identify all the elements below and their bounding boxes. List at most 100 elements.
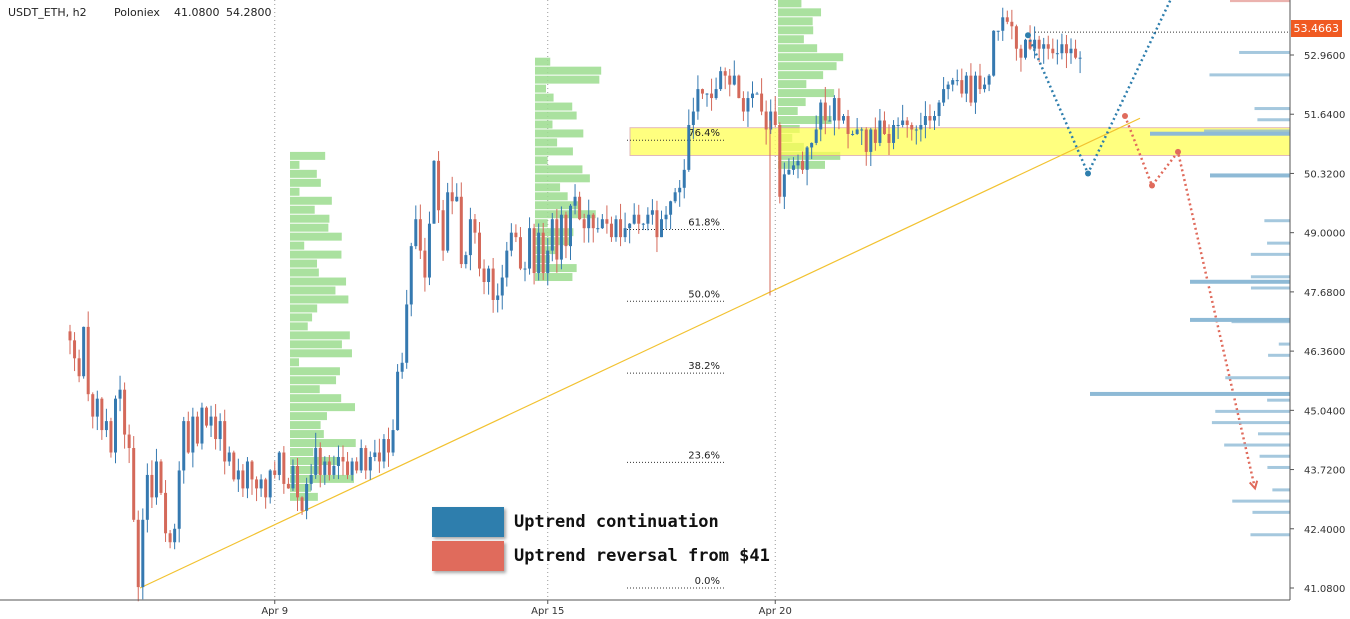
volume-bar <box>290 151 326 160</box>
candle-body <box>205 407 208 426</box>
volume-bar <box>290 259 318 268</box>
candle-body <box>1069 48 1073 54</box>
candle-body <box>951 80 955 85</box>
order-book-bar <box>1264 219 1290 223</box>
candle-body <box>268 470 272 498</box>
candle-body <box>318 448 322 475</box>
candle-body <box>182 421 186 471</box>
candle-body <box>664 214 668 220</box>
candle-body <box>346 461 350 475</box>
legend-continuation: Uptrend continuation <box>432 507 719 537</box>
volume-bar <box>535 102 573 111</box>
current-price-badge: 53.4663 <box>1290 20 1342 37</box>
volume-bar <box>290 394 342 403</box>
x-tick-label: Apr 15 <box>531 606 564 617</box>
candle-body <box>760 93 764 112</box>
candle-body <box>159 461 163 493</box>
candle-body <box>414 219 418 247</box>
candle-body <box>168 533 172 543</box>
candle-body <box>91 394 95 417</box>
volume-bar <box>778 44 818 53</box>
volume-bar <box>290 268 319 277</box>
order-book-bar <box>1250 286 1290 290</box>
candle-body <box>541 232 545 274</box>
candle-body <box>728 75 732 85</box>
candle-body <box>377 452 381 462</box>
candle-body <box>227 452 231 462</box>
volume-bar <box>290 286 336 295</box>
candle-body <box>405 304 409 363</box>
candle-body <box>851 133 855 135</box>
order-book-bar <box>1259 454 1290 458</box>
candle-body <box>482 268 486 283</box>
candle-body <box>628 223 632 229</box>
candle-body <box>100 398 104 431</box>
candle-body <box>964 75 968 94</box>
volume-bar <box>778 0 802 8</box>
candle-body <box>468 219 472 256</box>
candle-body <box>700 89 704 94</box>
order-book-bar <box>1232 499 1290 503</box>
candle-body <box>655 210 659 238</box>
candle-body <box>810 142 814 148</box>
candle-body <box>732 75 736 85</box>
y-axis: 41.0800 42.4000 43.7200 45.0400 46.3600 47.68… <box>1035 0 1345 600</box>
candle-body <box>969 75 973 103</box>
volume-bar <box>778 53 844 62</box>
order-book-bar <box>1210 173 1290 178</box>
candle-body <box>82 326 86 377</box>
order-book-bar <box>1215 409 1290 413</box>
candle-body <box>382 439 386 462</box>
scenario-node <box>1085 170 1091 177</box>
candle-body <box>887 133 891 143</box>
candle-body <box>118 389 122 399</box>
candle-body <box>942 89 946 103</box>
volume-bar <box>535 192 568 201</box>
volume-bar <box>535 75 600 84</box>
volume-bar <box>778 8 822 17</box>
candle-body <box>773 111 777 125</box>
order-book-bar <box>1268 353 1290 357</box>
candle-body <box>518 237 522 269</box>
volume-bar <box>290 367 340 376</box>
candle-body <box>710 93 714 99</box>
candle-body <box>164 492 168 534</box>
candle-body <box>1060 44 1064 54</box>
volume-bar <box>778 80 807 89</box>
candle-body <box>427 223 431 278</box>
candle-body <box>1024 39 1027 58</box>
candle-body <box>573 196 577 206</box>
candle-body <box>336 456 340 466</box>
order-book-bar <box>1224 443 1290 447</box>
scenario-node <box>1175 148 1181 155</box>
candle-body <box>509 232 513 251</box>
fib-label: 76.4% <box>688 128 720 139</box>
order-book-ask-bar <box>1230 0 1290 3</box>
candle-body <box>73 340 77 359</box>
candle-body <box>550 219 554 251</box>
candle-body <box>751 93 754 99</box>
candle-body <box>923 116 927 125</box>
candles <box>68 7 1141 602</box>
scenario-paths <box>1025 0 1259 491</box>
candle-body <box>191 416 195 453</box>
candle-body <box>523 268 527 270</box>
candle-body <box>446 192 450 251</box>
candle-body <box>195 416 199 444</box>
candle-body <box>364 448 368 471</box>
candle-body <box>86 326 90 395</box>
candle-body <box>632 214 636 224</box>
candle-body <box>587 214 591 229</box>
candle-body <box>873 129 877 143</box>
candle-body <box>564 214 568 247</box>
legend-swatch-red <box>432 541 504 571</box>
volume-bar <box>778 62 837 71</box>
candle-body <box>286 483 290 489</box>
candle-body <box>614 219 618 238</box>
candle-body <box>500 277 504 296</box>
candle-body <box>682 169 686 188</box>
candle-body <box>910 124 914 130</box>
volume-bar <box>535 219 548 228</box>
candle-body <box>828 120 832 122</box>
candle-body <box>537 232 541 274</box>
